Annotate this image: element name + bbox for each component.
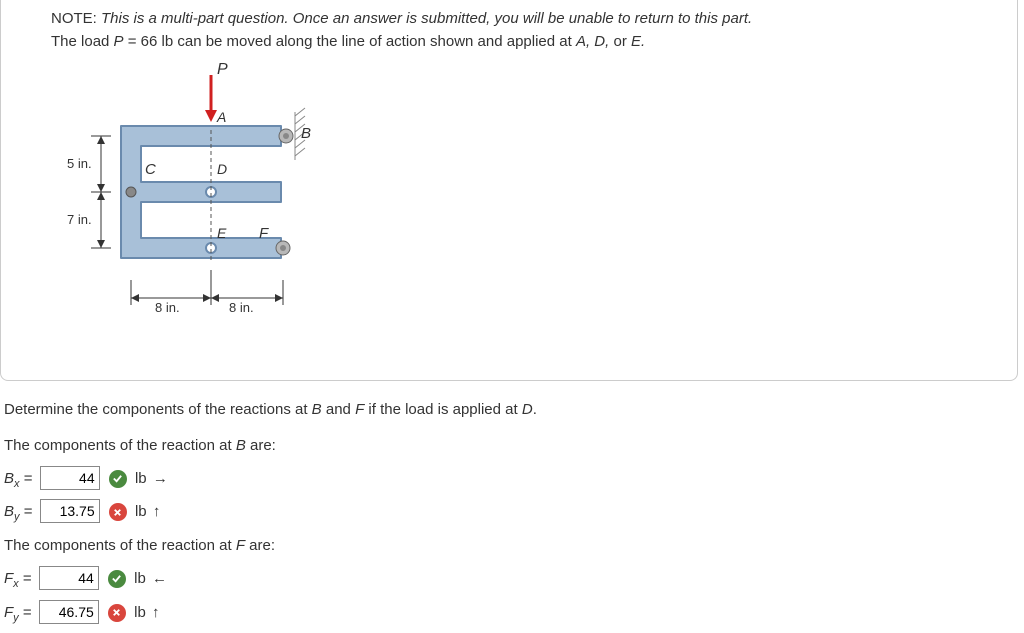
input-By[interactable] [40, 499, 100, 523]
heading-B: The components of the reaction at B are: [4, 432, 1024, 461]
label-B: B [301, 125, 311, 142]
label-P: P [217, 61, 228, 78]
row-By: By = lb ↑ [4, 498, 1024, 528]
input-Bx[interactable] [40, 466, 100, 490]
check-icon [108, 570, 126, 588]
heading-F: The components of the reaction at F are: [4, 532, 1024, 561]
note-label: NOTE: [51, 10, 97, 27]
answers-block: The components of the reaction at B are:… [4, 432, 1024, 629]
note-box: NOTE: This is a multi-part question. Onc… [0, 0, 1018, 381]
note-line1: NOTE: This is a multi-part question. Onc… [51, 10, 997, 27]
row-Bx: Bx = lb → [4, 465, 1024, 495]
row-Fy: Fy = lb ↑ [4, 599, 1024, 629]
row-Fx: Fx = lb ← [4, 565, 1024, 595]
question-prompt: Determine the components of the reaction… [4, 401, 1024, 418]
x-icon [109, 503, 127, 521]
label-F: F [259, 225, 269, 242]
dim-8in-l: 8 in. [155, 300, 180, 315]
input-Fx[interactable] [39, 566, 99, 590]
note-italic: This is a multi-part question. Once an a… [101, 10, 752, 27]
dim-7in: 7 in. [67, 212, 92, 227]
dim-5in: 5 in. [67, 156, 92, 171]
check-icon [109, 470, 127, 488]
dim-8in-r: 8 in. [229, 300, 254, 315]
note-line2: The load P = 66 lb can be moved along th… [51, 33, 997, 50]
diagram-svg: P A B C D E F 5 in. 7 in. [61, 60, 381, 360]
label-C: C [145, 161, 156, 178]
label-A: A [216, 109, 226, 125]
label-D: D [217, 161, 227, 177]
label-E: E [217, 225, 227, 241]
x-icon [108, 604, 126, 622]
input-Fy[interactable] [39, 600, 99, 624]
diagram: P A B C D E F 5 in. 7 in. [61, 60, 381, 360]
